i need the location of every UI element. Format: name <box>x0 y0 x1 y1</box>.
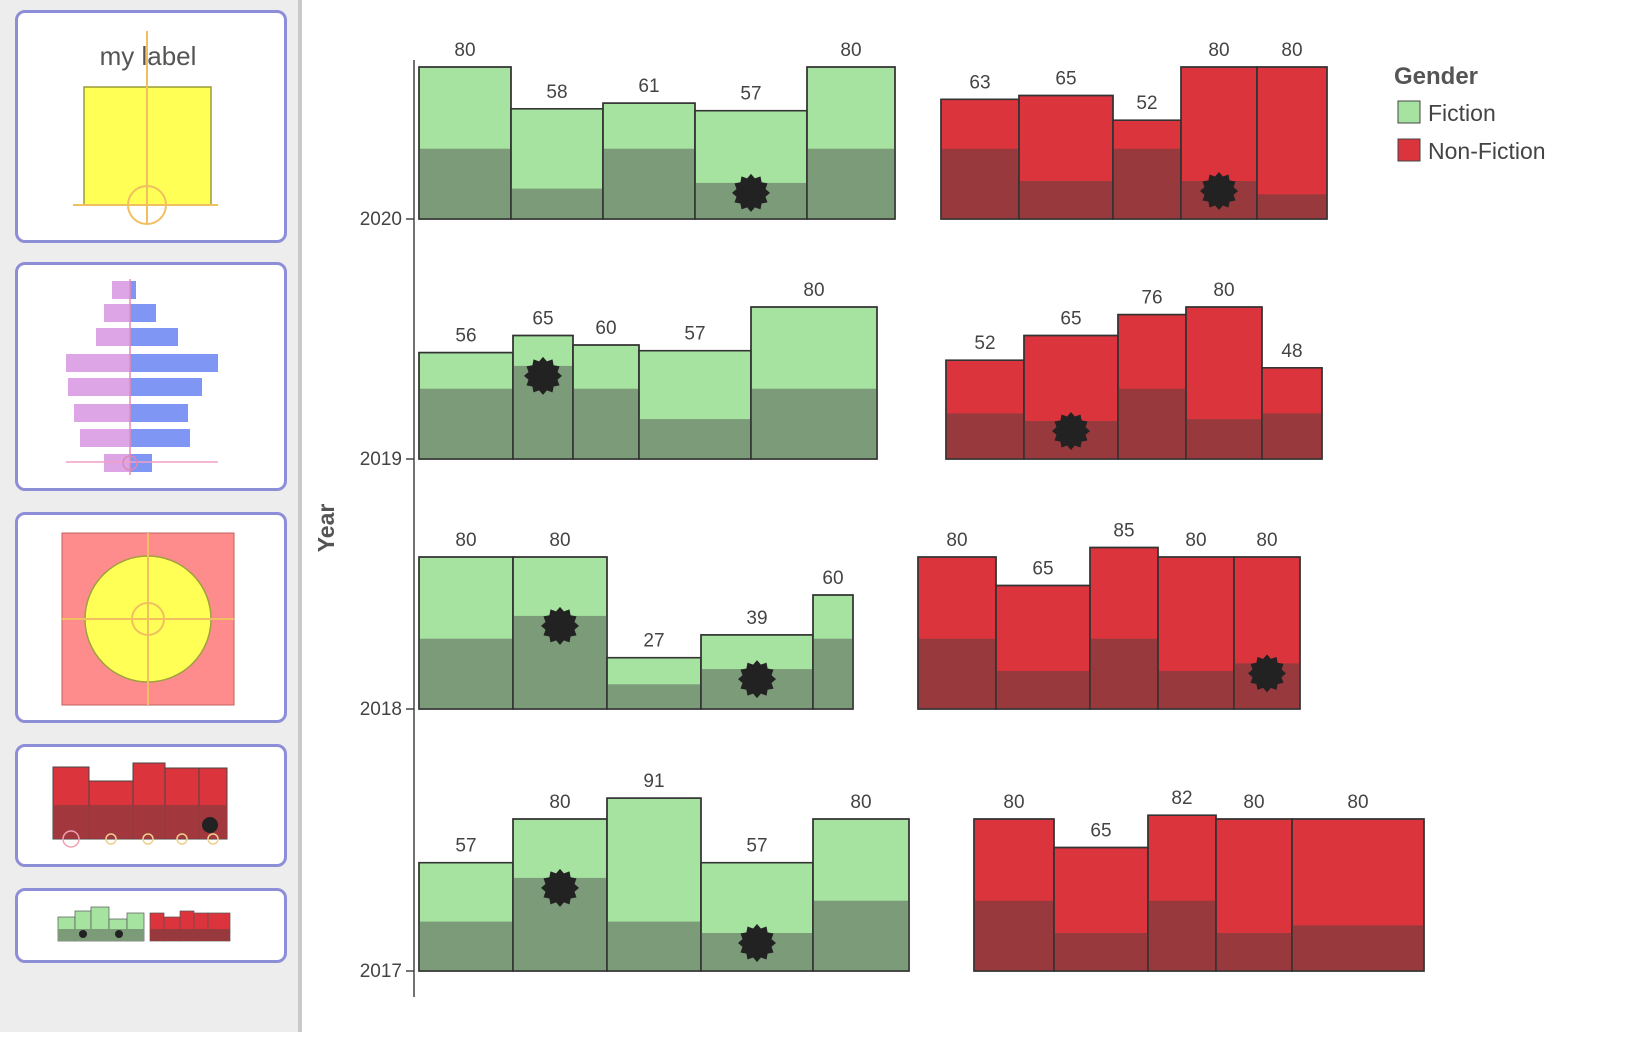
fiction-bar-2019-4-inner <box>640 419 751 458</box>
non-fiction-bar-2020-2-inner <box>1020 181 1113 218</box>
fiction-bar-2020-5-label: 80 <box>840 40 861 61</box>
fiction-bar-2017-5-inner <box>814 901 909 971</box>
fiction-bar-2017-1-inner <box>420 922 513 971</box>
fiction-bar-2017-4-label: 57 <box>746 836 767 857</box>
legend-swatch-non-fiction <box>1398 139 1420 161</box>
bars-glyph-preview <box>18 747 284 864</box>
thumbnail-overview-glyph[interactable] <box>15 888 287 963</box>
non-fiction-bar-2019-5-inner <box>1263 413 1322 458</box>
fiction-bar-2018-1-inner <box>420 639 513 709</box>
non-fiction-bar-2018-1-inner <box>919 639 996 709</box>
label-glyph-preview: my label <box>18 13 284 240</box>
fiction-bar-2018-5-label: 60 <box>822 568 843 589</box>
fiction-bar-2020-2-label: 58 <box>546 82 567 103</box>
non-fiction-bar-2020-1-inner <box>942 149 1019 219</box>
fiction-bar-2017-5-label: 80 <box>850 792 871 813</box>
fiction-bar-2020-3-label: 61 <box>638 76 659 97</box>
fiction-bar-2020-5-inner <box>808 149 895 219</box>
fiction-bar-2017-3-label: 91 <box>643 771 664 792</box>
non-fiction-bar-2019-3-label: 76 <box>1141 288 1162 309</box>
legend: Gender Fiction Non-Fiction <box>1394 63 1546 164</box>
thumbnail-pyramid-glyph[interactable] <box>15 262 287 491</box>
non-fiction-bar-2020-3-label: 52 <box>1136 93 1157 114</box>
non-fiction-bar-2020-1-label: 63 <box>969 72 990 93</box>
non-fiction-bar-2017-4-inner <box>1217 933 1292 970</box>
fiction-bar-2019-4-label: 57 <box>684 324 705 345</box>
y-tick-label-2017: 2017 <box>360 961 402 982</box>
non-fiction-bar-2018-3-label: 85 <box>1113 521 1134 542</box>
fiction-bar-2020-4-label: 57 <box>740 84 761 105</box>
fiction-bar-2017-1-label: 57 <box>455 836 476 857</box>
non-fiction-bar-2017-1-label: 80 <box>1003 792 1024 813</box>
pyramid-glyph-preview <box>18 265 284 488</box>
fiction-bar-2019-5-inner <box>752 389 877 459</box>
y-tick-label-2020: 2020 <box>360 209 402 230</box>
non-fiction-bar-2018-2-label: 65 <box>1032 559 1053 580</box>
fiction-bar-2018-3-label: 27 <box>643 631 664 652</box>
fiction-bar-2018-1-label: 80 <box>455 530 476 551</box>
non-fiction-bar-2019-1-label: 52 <box>974 333 995 354</box>
legend-label-fiction: Fiction <box>1428 100 1496 126</box>
fiction-bar-2018-5-inner <box>814 639 853 709</box>
y-tick-label-2018: 2018 <box>360 699 402 720</box>
fiction-bar-2019-1-inner <box>420 389 513 459</box>
non-fiction-bar-2017-5-label: 80 <box>1347 792 1368 813</box>
non-fiction-bar-2018-3-inner <box>1091 639 1158 709</box>
non-fiction-bar-2017-3-label: 82 <box>1171 788 1192 809</box>
non-fiction-bar-2018-2-inner <box>997 671 1090 708</box>
non-fiction-bar-2019-5-label: 48 <box>1281 341 1302 362</box>
fiction-bar-2020-1-label: 80 <box>454 40 475 61</box>
fiction-bar-2018-2-label: 80 <box>549 530 570 551</box>
non-fiction-bar-2020-5-inner <box>1258 194 1327 218</box>
fiction-bar-2019-3-label: 60 <box>595 318 616 339</box>
legend-swatch-fiction <box>1398 101 1420 123</box>
fiction-bar-2017-2-label: 80 <box>549 792 570 813</box>
non-fiction-bar-2020-3-inner <box>1114 149 1181 219</box>
non-fiction-bar-2020-5-label: 80 <box>1281 40 1302 61</box>
non-fiction-bar-2017-2-inner <box>1055 933 1148 970</box>
chart-area: Gender Fiction Non-Fiction Year 2020 80 58… <box>306 0 1652 1032</box>
fiction-bar-2019-3-inner <box>574 389 639 459</box>
non-fiction-bar-2020-4-label: 80 <box>1208 40 1229 61</box>
non-fiction-bar-2019-1-inner <box>947 413 1024 458</box>
non-fiction-bar-2019-3-inner <box>1119 389 1186 459</box>
fiction-bar-2019-5-label: 80 <box>803 280 824 301</box>
non-fiction-bar-2018-1-label: 80 <box>946 530 967 551</box>
non-fiction-bar-2017-3-inner <box>1149 901 1216 971</box>
y-tick-label-2019: 2019 <box>360 449 402 470</box>
glyph-sidebar: my label <box>0 0 302 1032</box>
fiction-bar-2018-3-inner <box>608 684 701 708</box>
non-fiction-bar-2019-4-inner <box>1187 419 1262 458</box>
fiction-bar-2020-2-inner <box>512 189 603 219</box>
fiction-bar-2018-4-label: 39 <box>746 608 767 629</box>
non-fiction-bar-2017-1-inner <box>975 901 1054 971</box>
non-fiction-bar-2019-4-label: 80 <box>1213 280 1234 301</box>
non-fiction-bar-2018-4-inner <box>1159 671 1234 708</box>
non-fiction-bar-2018-5-label: 80 <box>1256 530 1277 551</box>
non-fiction-bar-2017-2-label: 65 <box>1090 821 1111 842</box>
legend-label-non-fiction: Non-Fiction <box>1428 138 1546 164</box>
chart-canvas: Gender Fiction Non-Fiction Year 2020 80 58… <box>306 0 1652 1032</box>
non-fiction-bar-2018-4-label: 80 <box>1185 530 1206 551</box>
thumbnail-label-glyph[interactable]: my label <box>15 10 287 243</box>
overview-glyph-preview <box>18 891 284 960</box>
thumbnail-circle-glyph[interactable] <box>15 512 287 723</box>
non-fiction-bar-2020-2-label: 65 <box>1055 69 1076 90</box>
fiction-bar-2020-3-inner <box>604 149 695 219</box>
fiction-bar-2019-1-label: 56 <box>455 326 476 347</box>
non-fiction-bar-2017-5-inner <box>1293 925 1424 970</box>
circle-glyph-preview <box>18 515 284 720</box>
fiction-bar-2019-2-label: 65 <box>532 309 553 330</box>
non-fiction-bar-2017-4-label: 80 <box>1243 792 1264 813</box>
legend-title: Gender <box>1394 63 1478 90</box>
non-fiction-bar-2019-2-label: 65 <box>1060 309 1081 330</box>
fiction-bar-2020-1-inner <box>420 149 511 219</box>
y-axis-title: Year <box>313 504 339 553</box>
fiction-bar-2017-3-inner <box>608 922 701 971</box>
thumbnail-bars-glyph[interactable] <box>15 744 287 867</box>
